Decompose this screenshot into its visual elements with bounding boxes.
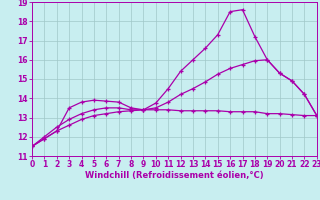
X-axis label: Windchill (Refroidissement éolien,°C): Windchill (Refroidissement éolien,°C) [85,171,264,180]
